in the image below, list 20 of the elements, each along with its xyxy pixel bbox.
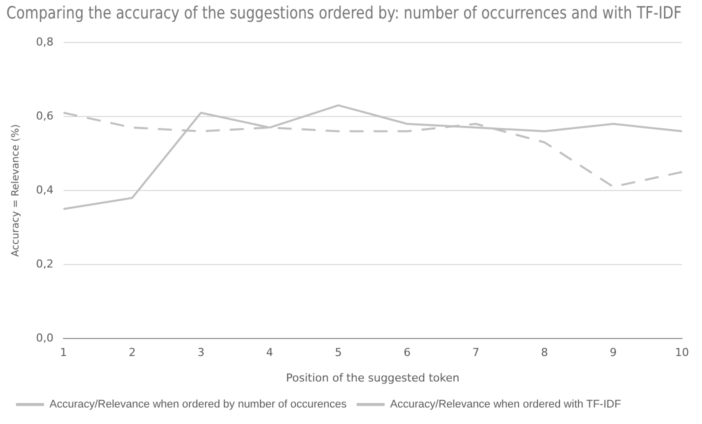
x-tick-label: 1 bbox=[60, 346, 67, 360]
y-axis-title: Accuracy = Relevance (%) bbox=[10, 124, 22, 257]
x-tick-label: 5 bbox=[334, 346, 342, 360]
legend-label: Accuracy/Relevance when ordered with TF-IDF bbox=[390, 398, 622, 411]
legend-label: Accuracy/Relevance when ordered by number of occurences bbox=[50, 398, 348, 411]
chart-title: Comparing the accuracy of the suggestions ordered by: number of occurrences and with TF-IDF bbox=[6, 3, 682, 23]
y-tick-label: 0,0 bbox=[36, 331, 54, 344]
y-tick-label: 0,4 bbox=[36, 183, 54, 196]
x-tick-label: 3 bbox=[197, 346, 204, 360]
y-tick-label: 0,6 bbox=[36, 109, 54, 122]
x-tick-label: 4 bbox=[266, 346, 274, 360]
x-tick-label: 9 bbox=[610, 346, 617, 360]
x-tick-label: 7 bbox=[472, 346, 480, 360]
y-tick-label: 0,2 bbox=[36, 257, 54, 270]
x-tick-label: 10 bbox=[675, 346, 689, 360]
x-tick-label: 2 bbox=[128, 346, 136, 360]
x-axis-title: Position of the suggested token bbox=[286, 371, 460, 384]
x-tick-label: 8 bbox=[541, 346, 548, 360]
y-tick-label: 0,8 bbox=[36, 35, 54, 48]
x-tick-label: 6 bbox=[404, 346, 411, 360]
